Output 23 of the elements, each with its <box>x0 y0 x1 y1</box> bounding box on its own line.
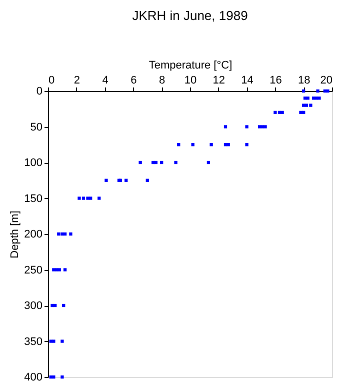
y-tick-label: 100 <box>24 157 42 169</box>
y-axis-title: Depth [m] <box>9 210 22 258</box>
y-tick-label: 0 <box>36 86 42 98</box>
chart-title: JKRH in June, 1989 <box>132 8 248 23</box>
x-axis-title: Temperature [°C] <box>148 60 232 72</box>
x-tick-label: 8 <box>159 74 166 86</box>
x-tick-label: 18 <box>298 74 310 86</box>
y-tick-label: 200 <box>24 228 42 240</box>
x-tick-label: 2 <box>74 74 80 86</box>
y-tick-label: 350 <box>24 336 42 348</box>
y-tick-label: 300 <box>24 300 42 312</box>
x-tick-label: 0 <box>48 74 55 86</box>
x-tick-label: 16 <box>270 74 282 86</box>
x-tick-label: 4 <box>102 74 108 86</box>
x-tick-label: 6 <box>130 74 137 86</box>
x-tick-label: 14 <box>241 74 254 86</box>
y-tick-label: 400 <box>24 372 42 384</box>
x-tick-label: 20 <box>320 74 332 86</box>
x-tick-label: 10 <box>184 74 197 86</box>
y-tick-label: 50 <box>30 121 42 134</box>
x-tick-label: 12 <box>212 74 226 86</box>
y-tick-label: 150 <box>24 192 42 205</box>
y-tick-label: 250 <box>24 264 42 276</box>
